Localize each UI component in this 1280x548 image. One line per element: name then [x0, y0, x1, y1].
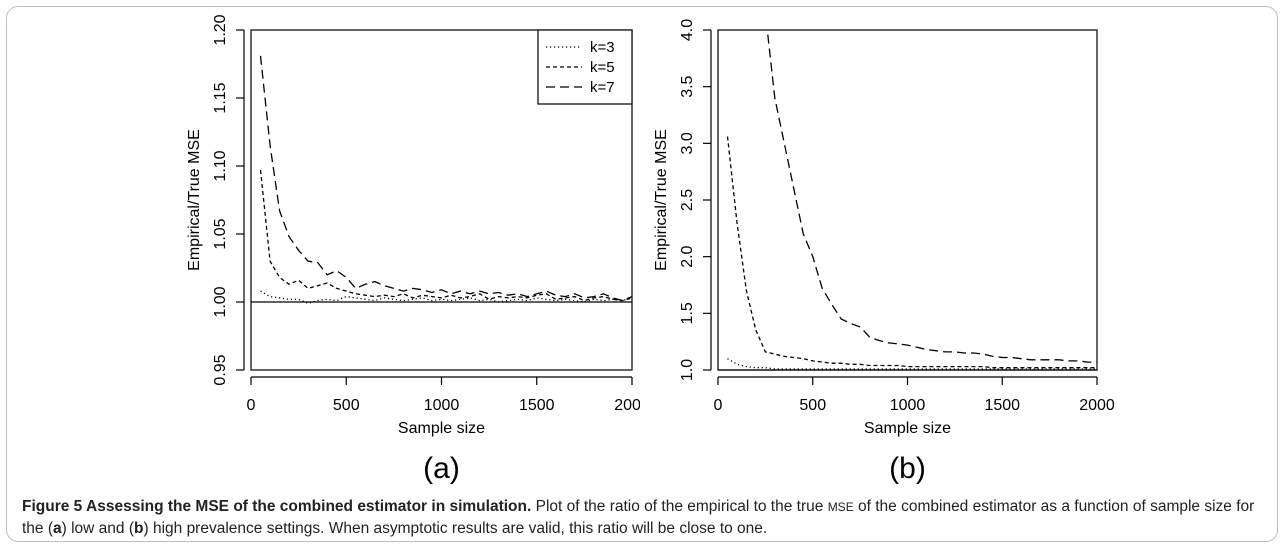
y-tick-label: 1.0 — [679, 359, 696, 381]
x-tick-label: 500 — [333, 397, 360, 414]
y-tick-label: 1.20 — [212, 14, 229, 45]
y-tick-label: 1.15 — [212, 82, 229, 113]
x-tick-label: 2000 — [614, 397, 640, 414]
panel-label: (a) — [423, 452, 460, 485]
x-tick-label: 0 — [714, 397, 723, 414]
y-tick-label: 1.10 — [212, 150, 229, 181]
caption-mse-small: MSE — [827, 500, 854, 514]
legend-label: k=3 — [590, 39, 615, 56]
legend-box — [537, 29, 633, 105]
chart-panel-b: 0 500 1000 1500 2000 1.0 1.5 2.0 2.5 3.0 3.5 4.0 Sam… — [653, 19, 1115, 485]
y-tick-label: 1.5 — [679, 302, 696, 324]
y-tick-label: 1.05 — [212, 218, 229, 249]
figure-caption: Figure 5 Assessing the MSE of the combin… — [22, 496, 1270, 540]
x-axis-title: Sample size — [864, 420, 951, 437]
panel-label: (b) — [889, 452, 926, 485]
x-tick-label: 1500 — [519, 397, 555, 414]
y-tick-label: 1.00 — [212, 286, 229, 317]
x-tick-label: 1500 — [984, 397, 1020, 414]
series-line-k7 — [259, 55, 632, 302]
legend-label: k=5 — [590, 59, 615, 76]
series-line-k5 — [726, 136, 1097, 369]
figure-frame — [6, 6, 1278, 542]
plot-frame — [717, 29, 1098, 371]
y-tick-label: 2.5 — [679, 189, 696, 211]
caption-title: Figure 5 Assessing the MSE of the combin… — [22, 498, 532, 515]
x-tick-label: 1000 — [424, 397, 460, 414]
x-tick-label: 2000 — [1079, 397, 1115, 414]
y-axis-title: Empirical/True MSE — [653, 129, 670, 271]
plot-frame — [250, 29, 633, 371]
y-tick-label: 0.95 — [212, 354, 229, 385]
x-tick-label: 0 — [247, 397, 256, 414]
y-tick-label: 3.0 — [679, 132, 696, 154]
series-group — [259, 55, 632, 305]
caption-text-3: ) low and ( — [61, 520, 135, 537]
chart-panel-a: 0 500 1000 1500 2000 0.95 1.00 1.05 1.10 1.15 1.20… — [186, 14, 640, 485]
series-line-k7 — [766, 30, 1097, 363]
y-tick-label: 3.5 — [679, 75, 696, 97]
y-tick-label: 2.0 — [679, 245, 696, 267]
x-tick-label: 500 — [799, 397, 826, 414]
caption-panel-b-ref: b — [134, 520, 144, 537]
caption-panel-a-ref: a — [53, 520, 62, 537]
caption-text-4: ) high prevalence settings. When asympto… — [143, 520, 768, 537]
caption-text-1: Plot of the ratio of the empirical to th… — [531, 498, 828, 515]
series-group — [726, 30, 1097, 370]
series-line-k5 — [259, 170, 632, 302]
y-axis-title: Empirical/True MSE — [186, 129, 203, 271]
caption-text-2: of the combined estimator as a function … — [22, 498, 1255, 537]
y-tick-label: 4.0 — [679, 19, 696, 41]
series-line-k3 — [260, 290, 632, 305]
x-tick-label: 1000 — [890, 397, 926, 414]
x-axis-title: Sample size — [398, 420, 485, 437]
legend-label: k=7 — [590, 79, 615, 96]
